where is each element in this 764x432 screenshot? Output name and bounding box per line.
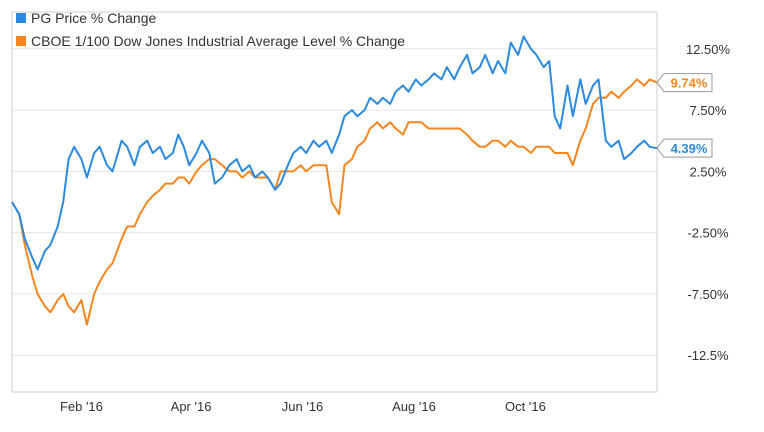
y-tick-label: -2.50%: [687, 226, 729, 241]
y-tick-label: 12.50%: [686, 42, 731, 57]
y-tick-label: 2.50%: [690, 164, 727, 179]
series-line-pg: [11, 35, 658, 271]
end-label-value: 9.74%: [671, 76, 708, 91]
x-tick-label: Apr '16: [171, 399, 212, 414]
series-line-dow: [11, 78, 658, 326]
y-tick-label: -12.5%: [687, 348, 729, 363]
grid-lines: [12, 48, 657, 356]
y-tick-label: -7.50%: [687, 287, 729, 302]
x-tick-label: Feb '16: [60, 399, 103, 414]
legend-label-pg: PG Price % Change: [31, 10, 156, 26]
legend-label-dow: CBOE 1/100 Dow Jones Industrial Average …: [31, 33, 405, 49]
series-layer: [11, 35, 658, 326]
x-axis-ticks: Feb '16 Apr '16 Jun '16 Aug '16 Oct '16: [60, 399, 546, 414]
legend-swatch-pg: [16, 13, 26, 23]
x-tick-label: Oct '16: [505, 399, 546, 414]
y-tick-label: 7.50%: [690, 103, 727, 118]
end-label-dow: 9.74%: [656, 73, 713, 93]
end-labels: 4.39% 9.74%: [656, 73, 713, 158]
x-tick-label: Aug '16: [392, 399, 436, 414]
end-label-pg: 4.39%: [656, 138, 713, 158]
legend-swatch-dow: [16, 36, 26, 46]
end-label-box: [656, 73, 713, 93]
legend: PG Price % Change CBOE 1/100 Dow Jones I…: [16, 10, 405, 49]
end-label-box: [656, 138, 713, 158]
end-label-value: 4.39%: [671, 141, 708, 156]
y-axis-ticks: 12.50% 7.50% 2.50% -2.50% -7.50% -12.5%: [686, 42, 731, 363]
x-tick-label: Jun '16: [282, 399, 324, 414]
plot-frame: [11, 11, 658, 393]
